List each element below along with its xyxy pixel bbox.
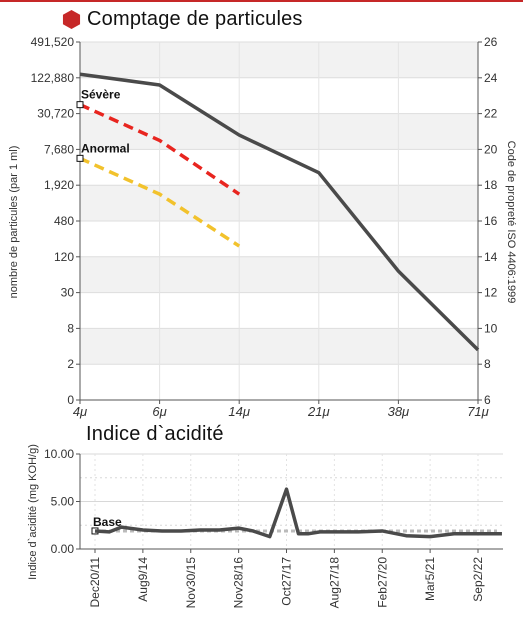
y2-tick-label: 6 [484, 393, 491, 407]
y-tick-label: 122,880 [31, 71, 75, 85]
x-tick-label: 14μ [228, 404, 250, 419]
x-tick-label: Dec20/11 [88, 557, 102, 608]
grid-band [80, 328, 478, 365]
x-tick-label: Feb27/20 [375, 557, 389, 608]
particle-count-chart: 0 2 8 30 120 480 1,920 7,680 30,720 122,880 491,52… [8, 35, 517, 419]
hexagon-icon [62, 9, 81, 29]
series-line-sévère [79, 103, 241, 196]
y-axis-label: Indice d`acidité (mg KOH/g) [27, 444, 39, 580]
chart-grid-bands [80, 42, 478, 365]
acidity-chart-title: Indice d`acidité [86, 423, 224, 445]
grid-band [80, 113, 478, 150]
chart-tick-labels: 0.00 5.00 10.00 Dec20/11 Aug9/14 Nov30/15 Nov2… [44, 447, 485, 608]
grid-band [80, 256, 478, 293]
y-tick-label: 10.00 [44, 447, 74, 461]
y-tick-label: 5.00 [51, 495, 75, 509]
y2-tick-label: 16 [484, 214, 498, 228]
x-tick-label: Oct27/17 [280, 557, 294, 606]
particle-chart-title-text: Comptage de particules [87, 7, 303, 30]
series-line-measured [79, 72, 480, 352]
particle-chart-title: Comptage de particules [62, 6, 303, 32]
y2-tick-label: 12 [484, 286, 498, 300]
y2-tick-label: 10 [484, 321, 498, 335]
series-line-acidity [94, 487, 502, 539]
grid-band [80, 185, 478, 221]
x-tick-label: Nov30/15 [184, 557, 198, 609]
y-tick-label: 8 [67, 321, 74, 335]
x-tick-label: Sep2/22 [471, 557, 485, 602]
y-tick-label: 0 [67, 393, 74, 407]
y-tick-label: 1,920 [44, 178, 74, 192]
x-tick-label: 4μ [73, 404, 87, 419]
annotation-label: Sévère [81, 88, 121, 102]
series-line-anormal [79, 156, 241, 248]
y-tick-label: 7,680 [44, 142, 74, 156]
acidity-index-chart: 0.00 5.00 10.00 Dec20/11 Aug9/14 Nov30/15 Nov2… [27, 444, 503, 608]
y2-tick-label: 22 [484, 107, 498, 121]
chart-series [76, 72, 480, 352]
x-tick-label: 21μ [307, 404, 330, 419]
x-tick-label: Aug27/18 [327, 557, 341, 609]
annotation-label: Anormal [81, 141, 130, 155]
chart-series [91, 487, 502, 539]
y-tick-label: 480 [54, 214, 74, 228]
x-tick-label: 6μ [152, 404, 166, 419]
x-tick-label: Nov28/16 [232, 557, 246, 609]
baseline-label: Base [93, 515, 122, 529]
y2-tick-label: 20 [484, 142, 498, 156]
annotation-marker [76, 154, 84, 162]
y2-tick-label: 14 [484, 250, 498, 264]
y-tick-label: 0.00 [51, 542, 75, 556]
y2-tick-label: 24 [484, 71, 498, 85]
x-tick-label: 71μ [467, 404, 489, 419]
y-axis-label: nombre de particules (par 1 ml) [8, 146, 20, 299]
header-accent-rule [0, 0, 523, 2]
y-tick-label: 491,520 [31, 35, 75, 49]
y2-tick-label: 8 [484, 357, 491, 371]
annotation-marker [76, 101, 84, 109]
grid-band [80, 42, 478, 78]
y2-axis-label: Code de propreté ISO 4406:1999 [505, 141, 517, 304]
chart-axes [76, 453, 503, 553]
y2-tick-label: 18 [484, 178, 498, 192]
chart-tick-labels: 0 2 8 30 120 480 1,920 7,680 30,720 122,880 491,52… [31, 35, 498, 419]
y-tick-label: 30,720 [37, 107, 74, 121]
x-tick-label: 38μ [388, 404, 410, 419]
x-tick-label: Mar5/21 [423, 557, 437, 601]
x-tick-label: Aug9/14 [136, 557, 150, 602]
y-tick-label: 120 [54, 250, 74, 264]
y2-tick-label: 26 [484, 35, 498, 49]
y-tick-label: 2 [67, 357, 74, 371]
y-tick-label: 30 [61, 286, 75, 300]
